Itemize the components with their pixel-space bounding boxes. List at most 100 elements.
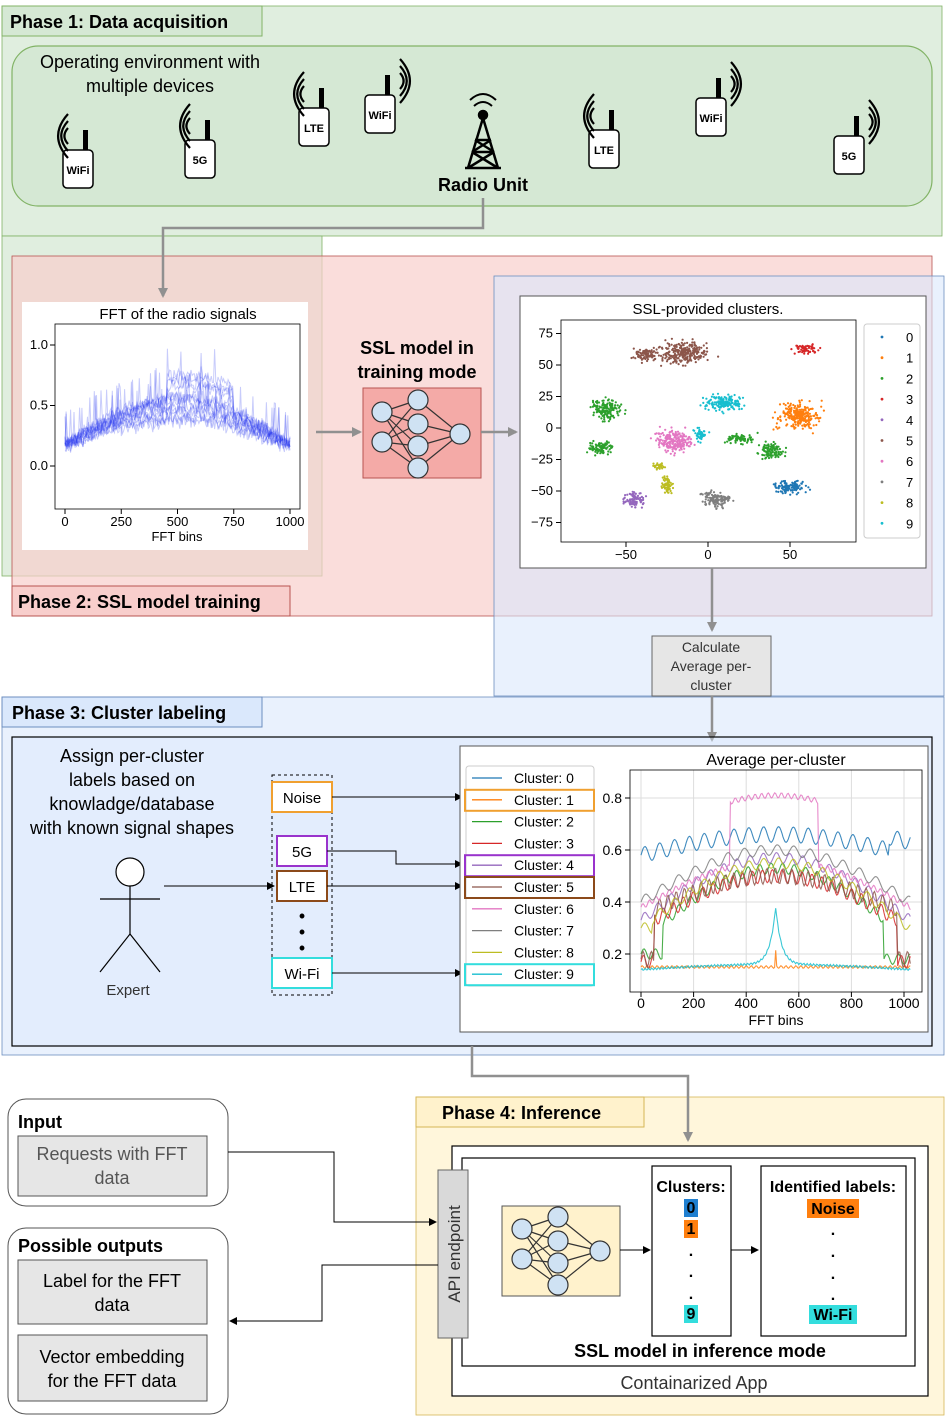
device-label: 5G: [842, 151, 857, 163]
avg-legend-highlight: [464, 788, 595, 812]
label-vdot-4: .: [831, 1287, 835, 1304]
avg-legend: Cluster: 0 Cluster: 1 Cluster: 2 Cluster: 3…: [464, 765, 595, 987]
cluster-legend-item: 3: [906, 392, 913, 407]
device-4: LTE: [583, 93, 620, 169]
legend-marker: [880, 439, 884, 442]
input-request-box: [17, 1135, 208, 1197]
cluster-vdot-1: .: [689, 1243, 693, 1260]
avg-ytick: 0.8: [603, 790, 623, 806]
avg-xtick: 600: [787, 995, 811, 1011]
cluster-xtick: 50: [783, 547, 797, 562]
cluster-ytick: 50: [539, 357, 553, 372]
avg-legend-highlight: [464, 876, 595, 899]
assign-line1: Assign per-cluster: [60, 746, 204, 766]
phase2-title: Phase 2: SSL model training: [18, 592, 261, 612]
device-label: WiFi: [66, 165, 89, 177]
fft-ytick: 0.0: [30, 458, 48, 473]
cluster-legend-item: 7: [906, 475, 913, 490]
signal-wave-icon: [179, 103, 191, 149]
avg-legend-item: Cluster: 3: [514, 835, 574, 851]
input-request-line1: Requests with FFT: [36, 1144, 187, 1164]
device-1: 5G: [179, 103, 216, 179]
label-noise: Noise: [283, 790, 321, 807]
label-wifi: Wi-Fi: [285, 966, 320, 983]
avg-ytick: 0.6: [603, 842, 623, 858]
signal-wave-icon: [868, 106, 877, 138]
assign-line4: with known signal shapes: [29, 818, 234, 838]
legend-marker: [880, 377, 884, 380]
device-2: LTE: [293, 71, 330, 147]
avg-plot: [630, 770, 922, 992]
avg-xtick: 400: [735, 995, 759, 1011]
api-endpoint-label: API endpoint: [445, 1205, 464, 1303]
fft-chart-title: FFT of the radio signals: [99, 306, 256, 323]
fft-xtick: 1000: [276, 514, 305, 529]
avg-ytick: 0.4: [603, 894, 623, 910]
label-lte-box: [276, 870, 328, 902]
legend-marker: [880, 397, 884, 401]
api-endpoint-bar[interactable]: [437, 1169, 469, 1339]
avg-xtick: 800: [840, 995, 864, 1011]
device-3: WiFi: [364, 58, 411, 134]
outputs-title: Possible outputs: [18, 1236, 163, 1256]
labels-dot-1: •: [299, 906, 305, 926]
label-vdot-1: .: [831, 1222, 835, 1239]
signal-wave-icon: [586, 100, 595, 132]
calc-line3: cluster: [690, 677, 732, 693]
expert-label: Expert: [106, 982, 150, 999]
signal-wave-icon: [296, 78, 305, 110]
avg-xtick: 1000: [888, 995, 919, 1011]
signal-wave-icon: [730, 61, 742, 107]
input-request-line2: data: [94, 1168, 130, 1188]
cluster-legend-item: 0: [906, 330, 913, 345]
labels-dot-3: •: [299, 938, 305, 958]
avg-legend-item: Cluster: 2: [514, 814, 574, 830]
signal-wave-icon: [60, 120, 69, 152]
legend-marker: [880, 480, 884, 484]
cluster-xtick: −50: [615, 547, 637, 562]
avg-legend-item: Cluster: 8: [514, 944, 574, 960]
output-embedding-box: [17, 1334, 208, 1402]
environment-label-line1: Operating environment with: [40, 52, 260, 72]
inference-model-caption: SSL model in inference mode: [574, 1341, 826, 1361]
cluster-legend-item: 2: [906, 371, 913, 386]
signal-wave-icon: [293, 71, 305, 117]
fft-xtick: 0: [61, 514, 68, 529]
avg-xlabel: FFT bins: [749, 1012, 804, 1028]
arrow-api-to-outputs: [229, 1264, 438, 1325]
phase4-title: Phase 4: Inference: [442, 1103, 601, 1123]
legend-marker: [880, 418, 884, 422]
avg-legend-item: Cluster: 5: [514, 879, 574, 895]
legend-marker: [880, 459, 884, 463]
legend-marker: [880, 356, 884, 360]
output-embedding-line1: Vector embedding: [39, 1347, 184, 1367]
avg-legend-item: Cluster: 6: [514, 901, 574, 917]
identified-label-first: Noise: [811, 1201, 855, 1218]
cluster-chart-title: SSL-provided clusters.: [633, 301, 784, 318]
fft-xlabel: FFT bins: [151, 529, 203, 544]
signal-wave-icon: [399, 65, 408, 97]
legend-marker: [880, 521, 884, 525]
ssl-training-title-line1: SSL model in: [360, 338, 474, 358]
cluster-ytick: −50: [531, 483, 553, 498]
cluster-legend-item: 9: [906, 516, 913, 531]
output-label-line1: Label for the FFT: [43, 1271, 181, 1291]
legend-marker: [880, 335, 884, 339]
label-5g-box: [276, 835, 328, 867]
avg-legend-item: Cluster: 0: [514, 770, 574, 786]
cluster-legend-item: 8: [906, 496, 913, 511]
fft-ytick: 0.5: [30, 398, 48, 413]
avg-ytick: 0.2: [603, 946, 623, 962]
phase1-title: Phase 1: Data acquisition: [10, 12, 228, 32]
container-app-label: Containarized App: [620, 1373, 767, 1393]
label-5g: 5G: [292, 844, 312, 861]
cluster-ytick: −25: [531, 452, 553, 467]
cluster-legend-item: 5: [906, 434, 913, 449]
assign-line3: knowladge/database: [49, 794, 214, 814]
avg-chart-title: Average per-cluster: [706, 752, 846, 769]
cluster-ytick: −75: [531, 515, 553, 530]
signal-wave-icon: [730, 75, 736, 93]
output-label-line2: data: [94, 1295, 130, 1315]
